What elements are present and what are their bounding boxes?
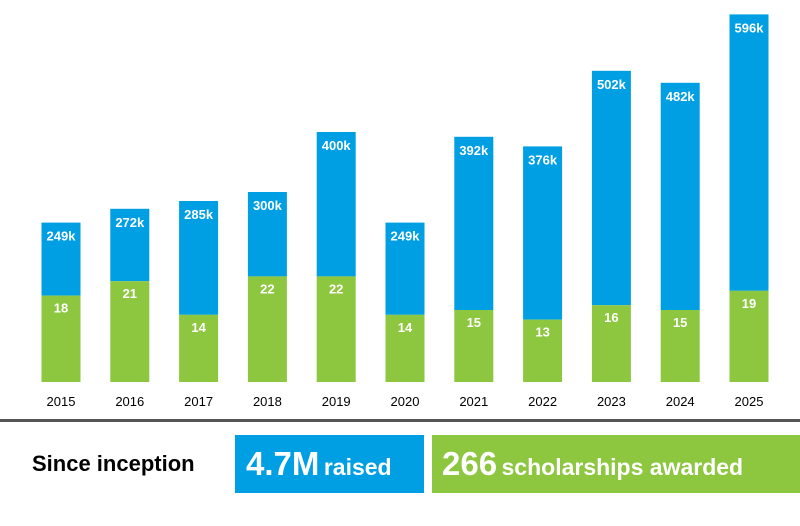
raised-value-label: 285k — [184, 207, 214, 222]
since-inception-label: Since inception — [32, 451, 195, 476]
scholarship-bar-2024 — [660, 310, 700, 382]
raised-value-label: 249k — [47, 229, 77, 244]
raised-value-label: 392k — [459, 143, 489, 158]
year-tick-label: 2018 — [253, 394, 282, 409]
raised-bar-2021 — [454, 136, 494, 310]
scholarship-value-label: 18 — [54, 301, 68, 316]
summary-bar: Since inception 4.7M raised 266 scholars… — [0, 435, 800, 493]
scholarship-bar-2021 — [454, 310, 494, 382]
scholarships-total-text: scholarships awarded — [501, 454, 744, 480]
raised-bar-2023 — [591, 70, 631, 306]
raised-value-label: 502k — [597, 77, 627, 92]
scholarship-value-label: 13 — [535, 325, 549, 340]
bar-chart: 249k 18 2015 272k 21 2016 285k 14 2017 300k 22 2018… — [41, 14, 769, 409]
scholarship-value-label: 22 — [260, 281, 274, 296]
year-tick-label: 2022 — [528, 394, 557, 409]
scholarship-value-label: 21 — [123, 286, 137, 301]
raised-total-text: raised — [323, 454, 392, 480]
raised-value-label: 272k — [115, 215, 145, 230]
scholarships-total-value: 266 — [442, 445, 498, 482]
raised-bar-2018 — [247, 192, 287, 277]
scholarship-bar-2019 — [316, 276, 356, 382]
raised-value-label: 400k — [322, 138, 352, 153]
raised-total-value: 4.7M — [246, 445, 320, 482]
raised-total-box: 4.7M raised — [235, 435, 424, 493]
scholarship-bar-2022 — [523, 319, 563, 382]
year-tick-label: 2021 — [459, 394, 488, 409]
raised-bar-2022 — [523, 146, 563, 320]
scholarship-bar-2020 — [385, 314, 425, 382]
year-tick-label: 2020 — [391, 394, 420, 409]
raised-bar-2024 — [660, 82, 700, 310]
scholarship-value-label: 15 — [467, 315, 481, 330]
scholarship-bar-2016 — [110, 281, 150, 382]
scholarship-value-label: 14 — [398, 320, 413, 335]
scholarship-value-label: 19 — [742, 296, 756, 311]
scholarship-value-label: 14 — [191, 320, 206, 335]
scholarship-value-label: 15 — [673, 315, 687, 330]
raised-bar-2019 — [316, 132, 356, 277]
raised-bar-2016 — [110, 208, 150, 282]
scholarship-bar-2018 — [247, 276, 287, 382]
raised-bar-2025 — [729, 14, 769, 291]
raised-value-label: 596k — [735, 20, 765, 35]
year-tick-label: 2019 — [322, 394, 351, 409]
raised-value-label: 376k — [528, 152, 558, 167]
raised-value-label: 482k — [666, 89, 696, 104]
year-tick-label: 2015 — [47, 394, 76, 409]
year-tick-label: 2017 — [184, 394, 213, 409]
scholarship-bar-2025 — [729, 290, 769, 382]
year-tick-label: 2024 — [666, 394, 695, 409]
scholarship-bar-2023 — [591, 305, 631, 382]
scholarships-total-box: 266 scholarships awarded — [432, 435, 800, 493]
bars-group — [41, 14, 769, 382]
scholarship-value-label: 22 — [329, 281, 343, 296]
raised-bar-2020 — [385, 222, 425, 315]
raised-bar-2015 — [41, 222, 81, 296]
year-tick-label: 2016 — [115, 394, 144, 409]
year-tick-label: 2025 — [735, 394, 764, 409]
labels-group: 249k 18 2015 272k 21 2016 285k 14 2017 300k 22 2018… — [47, 20, 765, 409]
raised-bar-2017 — [179, 201, 219, 315]
year-tick-label: 2023 — [597, 394, 626, 409]
raised-value-label: 249k — [391, 229, 421, 244]
scholarship-value-label: 16 — [604, 310, 618, 325]
divider — [0, 419, 800, 422]
scholarship-bar-2015 — [41, 295, 81, 382]
scholarship-bar-2017 — [179, 314, 219, 382]
raised-value-label: 300k — [253, 198, 283, 213]
